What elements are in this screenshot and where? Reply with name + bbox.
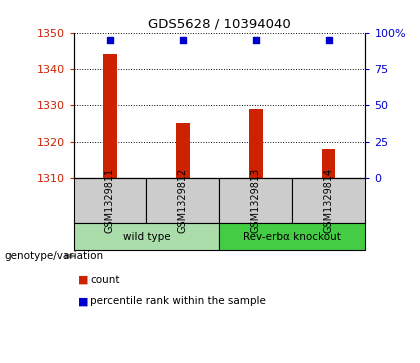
Text: GSM1329813: GSM1329813 (251, 168, 261, 233)
Text: genotype/variation: genotype/variation (4, 251, 103, 261)
Polygon shape (65, 254, 76, 258)
Text: GSM1329811: GSM1329811 (105, 168, 115, 233)
Title: GDS5628 / 10394040: GDS5628 / 10394040 (148, 17, 291, 30)
Text: ■: ■ (78, 274, 88, 285)
Bar (220, 178, 292, 223)
Point (107, 37, 113, 43)
Text: Rev-erbα knockout: Rev-erbα knockout (244, 232, 341, 242)
Bar (103, 54, 117, 178)
Point (326, 37, 332, 43)
Bar (147, 178, 220, 223)
Text: ■: ■ (78, 296, 88, 306)
Bar (220, 223, 365, 250)
Point (180, 37, 186, 43)
Bar (249, 109, 262, 178)
Text: wild type: wild type (123, 232, 170, 242)
Bar (74, 178, 147, 223)
Bar (176, 123, 189, 178)
Text: GSM1329812: GSM1329812 (178, 168, 188, 233)
Text: GSM1329814: GSM1329814 (324, 168, 334, 233)
Bar (292, 178, 365, 223)
Text: percentile rank within the sample: percentile rank within the sample (90, 296, 266, 306)
Point (252, 37, 259, 43)
Bar (322, 149, 336, 178)
Text: count: count (90, 274, 120, 285)
Bar (74, 223, 220, 250)
